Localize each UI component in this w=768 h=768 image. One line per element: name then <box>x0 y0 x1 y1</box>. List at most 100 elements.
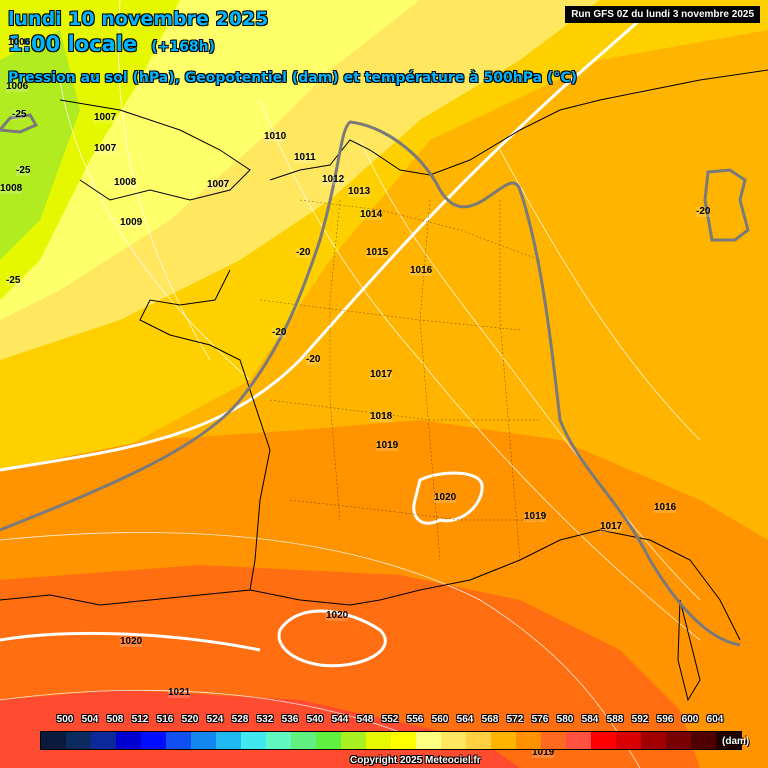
forecast-time: 1:00 locale (+168h) <box>8 32 215 56</box>
colorbar-swatch <box>41 732 66 749</box>
temperature-label: -25 <box>16 165 31 176</box>
pressure-label: 1007 <box>94 143 117 154</box>
colorbar-tick-label: 572 <box>506 714 524 725</box>
colorbar-unit: (dam) <box>722 736 750 747</box>
pressure-label: 1008 <box>114 177 137 188</box>
pressure-label: 1007 <box>207 179 230 190</box>
colorbar-swatch <box>216 732 241 749</box>
colorbar-tick-label: 600 <box>681 714 699 725</box>
colorbar-tick-label: 556 <box>406 714 424 725</box>
colorbar-swatch <box>91 732 116 749</box>
pressure-label: 1008 <box>0 183 23 194</box>
colorbar-swatch <box>491 732 516 749</box>
colorbar-swatch <box>391 732 416 749</box>
pressure-label: 1016 <box>410 265 433 276</box>
isotherms <box>0 18 641 668</box>
colorbar-tick-label: 516 <box>156 714 174 725</box>
pressure-label: 1021 <box>168 687 191 698</box>
colorbar-tick-label: 584 <box>581 714 599 725</box>
pressure-label: 1019 <box>376 440 399 451</box>
region-borders <box>259 199 541 561</box>
pressure-label: 1017 <box>600 521 623 532</box>
pressure-label: 1015 <box>366 247 389 258</box>
colorbar-tick-label: 588 <box>606 714 624 725</box>
colorbar-tick-label: 544 <box>331 714 349 725</box>
run-info: Run GFS 0Z du lundi 3 novembre 2025 <box>565 6 760 23</box>
pressure-label: 1019 <box>532 747 555 758</box>
pressure-label: 1010 <box>264 131 287 142</box>
pressure-label: 1014 <box>360 209 383 220</box>
colorbar-tick-label: 532 <box>256 714 274 725</box>
colorbar-tick-label: 504 <box>81 714 99 725</box>
isobars <box>0 0 701 768</box>
colorbar-swatch <box>366 732 391 749</box>
colorbar-swatch <box>666 732 691 749</box>
temperature-label: -20 <box>696 206 711 217</box>
colorbar-swatch <box>241 732 266 749</box>
pressure-label: 1013 <box>348 186 371 197</box>
temperature-label: -20 <box>306 354 321 365</box>
colorbar-tick-label: 564 <box>456 714 474 725</box>
colorbar-swatch <box>141 732 166 749</box>
colorbar-swatch <box>266 732 291 749</box>
colorbar-tick-label: 512 <box>131 714 149 725</box>
pressure-label: 1006 <box>8 37 31 48</box>
colorbar-swatch <box>291 732 316 749</box>
colorbar-tick-label: 520 <box>181 714 199 725</box>
colorbar-swatch <box>566 732 591 749</box>
colorbar-tick-label: 576 <box>531 714 549 725</box>
pressure-label: 1006 <box>6 81 29 92</box>
pressure-label: 1007 <box>94 112 117 123</box>
colorbar-swatch <box>716 732 741 749</box>
pressure-label: 1011 <box>294 152 316 163</box>
lead-time: (+168h) <box>151 39 215 55</box>
colorbar-tick-label: 580 <box>556 714 574 725</box>
colorbar-swatch <box>641 732 666 749</box>
forecast-date: lundi 10 novembre 2025 <box>8 8 269 30</box>
colorbar-swatch <box>416 732 441 749</box>
colorbar-swatch <box>691 732 716 749</box>
colorbar <box>40 731 742 750</box>
colorbar-swatch <box>516 732 541 749</box>
colorbar-tick-label: 524 <box>206 714 224 725</box>
colorbar-tick-label: 596 <box>656 714 674 725</box>
pressure-label: 1012 <box>322 174 345 185</box>
temperature-label: -25 <box>12 109 27 120</box>
pressure-label: 1009 <box>120 217 143 228</box>
colorbar-tick-label: 500 <box>56 714 74 725</box>
pressure-label: 1020 <box>120 636 143 647</box>
colorbar-tick-label: 508 <box>106 714 124 725</box>
forecast-time-text: 1:00 locale <box>8 32 138 56</box>
colorbar-swatch <box>616 732 641 749</box>
colorbar-swatch <box>316 732 341 749</box>
colorbar-swatch <box>541 732 566 749</box>
pressure-label: 1018 <box>370 411 393 422</box>
pressure-label: 1020 <box>326 610 349 621</box>
band-540 <box>0 30 80 260</box>
pressure-label: 1016 <box>654 502 677 513</box>
colorbar-tick-label: 528 <box>231 714 249 725</box>
colorbar-swatch <box>116 732 141 749</box>
colorbar-tick-label: 540 <box>306 714 324 725</box>
surface-contours <box>0 113 750 647</box>
colorbar-tick-label: 552 <box>381 714 399 725</box>
colorbar-swatch <box>166 732 191 749</box>
temperature-label: -25 <box>6 275 21 286</box>
temperature-label: -20 <box>272 327 287 338</box>
colorbar-swatch <box>341 732 366 749</box>
copyright: Copyright 2025 Meteociel.fr <box>350 755 481 766</box>
pressure-label: 1020 <box>434 492 457 503</box>
colorbar-tick-label: 592 <box>631 714 649 725</box>
pressure-label: 1017 <box>370 369 393 380</box>
colorbar-swatch <box>66 732 91 749</box>
colorbar-swatch <box>441 732 466 749</box>
colorbar-swatch <box>466 732 491 749</box>
colorbar-tick-label: 536 <box>281 714 299 725</box>
colorbar-tick-label: 548 <box>356 714 374 725</box>
colorbar-tick-label: 560 <box>431 714 449 725</box>
colorbar-swatch <box>591 732 616 749</box>
temperature-label: -20 <box>296 247 311 258</box>
pressure-label: 1019 <box>524 511 547 522</box>
colorbar-tick-label: 568 <box>481 714 499 725</box>
